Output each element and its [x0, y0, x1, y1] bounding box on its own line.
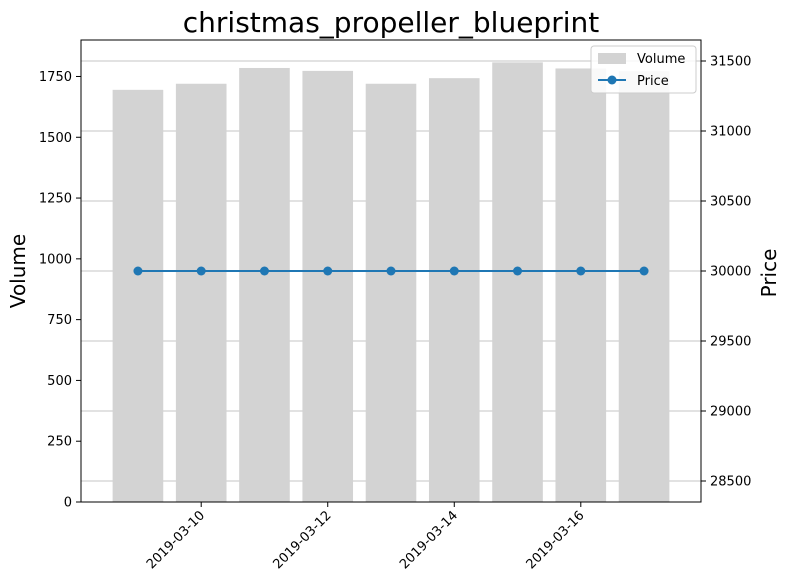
y-right-tick-label: 29500: [710, 335, 751, 350]
y-left-tick-label: 1500: [39, 131, 72, 146]
y-right-tick-label: 30000: [710, 265, 751, 280]
x-tick-label: 2019-03-10: [144, 508, 208, 572]
y-right-tick-label: 31000: [710, 125, 751, 140]
legend-volume-label: Volume: [637, 52, 685, 67]
y-axis-right-label: Price: [757, 249, 781, 298]
price-point: [449, 266, 459, 276]
x-tick-label: 2019-03-16: [524, 508, 588, 572]
price-point: [133, 266, 143, 276]
price-point: [259, 266, 269, 276]
volume-bar: [365, 83, 417, 502]
x-tick-label: 2019-03-12: [271, 508, 335, 572]
legend: Volume Price: [590, 45, 697, 94]
volume-bar: [428, 78, 480, 503]
y-axis-left: 0 250 500 750 1000 1250 1500 1750: [39, 70, 81, 511]
y-right-tick-label: 29000: [710, 405, 751, 420]
price-point: [323, 266, 333, 276]
volume-bars: [112, 62, 670, 503]
y-left-tick-label: 250: [47, 435, 72, 450]
y-left-tick-label: 1750: [39, 70, 72, 85]
y-right-tick-label: 31500: [710, 55, 751, 70]
y-left-tick-label: 500: [47, 374, 72, 389]
volume-bar: [302, 70, 354, 503]
y-axis-left-label: Volume: [6, 234, 30, 308]
y-left-tick-label: 1000: [39, 252, 72, 267]
y-left-tick-label: 1250: [39, 192, 72, 207]
legend-price-marker: [607, 75, 617, 85]
volume-bar: [492, 62, 543, 503]
volume-bar: [239, 67, 290, 502]
y-right-tick-label: 28500: [710, 475, 751, 490]
y-left-tick-label: 0: [64, 496, 72, 511]
chart-title: christmas_propeller_blueprint: [183, 6, 599, 39]
volume-bar: [555, 68, 607, 503]
volume-bar: [618, 71, 670, 503]
y-axis-right: 28500 29000 29500 30000 30500 31000 31500: [701, 55, 751, 490]
y-left-tick-label: 750: [47, 313, 72, 328]
y-right-tick-label: 30500: [710, 195, 751, 210]
price-point: [576, 266, 586, 276]
price-point: [386, 266, 396, 276]
price-point: [639, 266, 649, 276]
volume-bar: [112, 89, 164, 503]
price-point: [513, 266, 523, 276]
volume-bar: [175, 83, 227, 502]
legend-price-label: Price: [637, 74, 669, 89]
x-tick-label: 2019-03-14: [397, 508, 461, 572]
price-point: [196, 266, 206, 276]
x-axis: 2019-03-10 2019-03-12 2019-03-14 2019-03-16: [144, 502, 588, 572]
price-line: [133, 266, 649, 276]
legend-volume-swatch: [598, 53, 626, 64]
